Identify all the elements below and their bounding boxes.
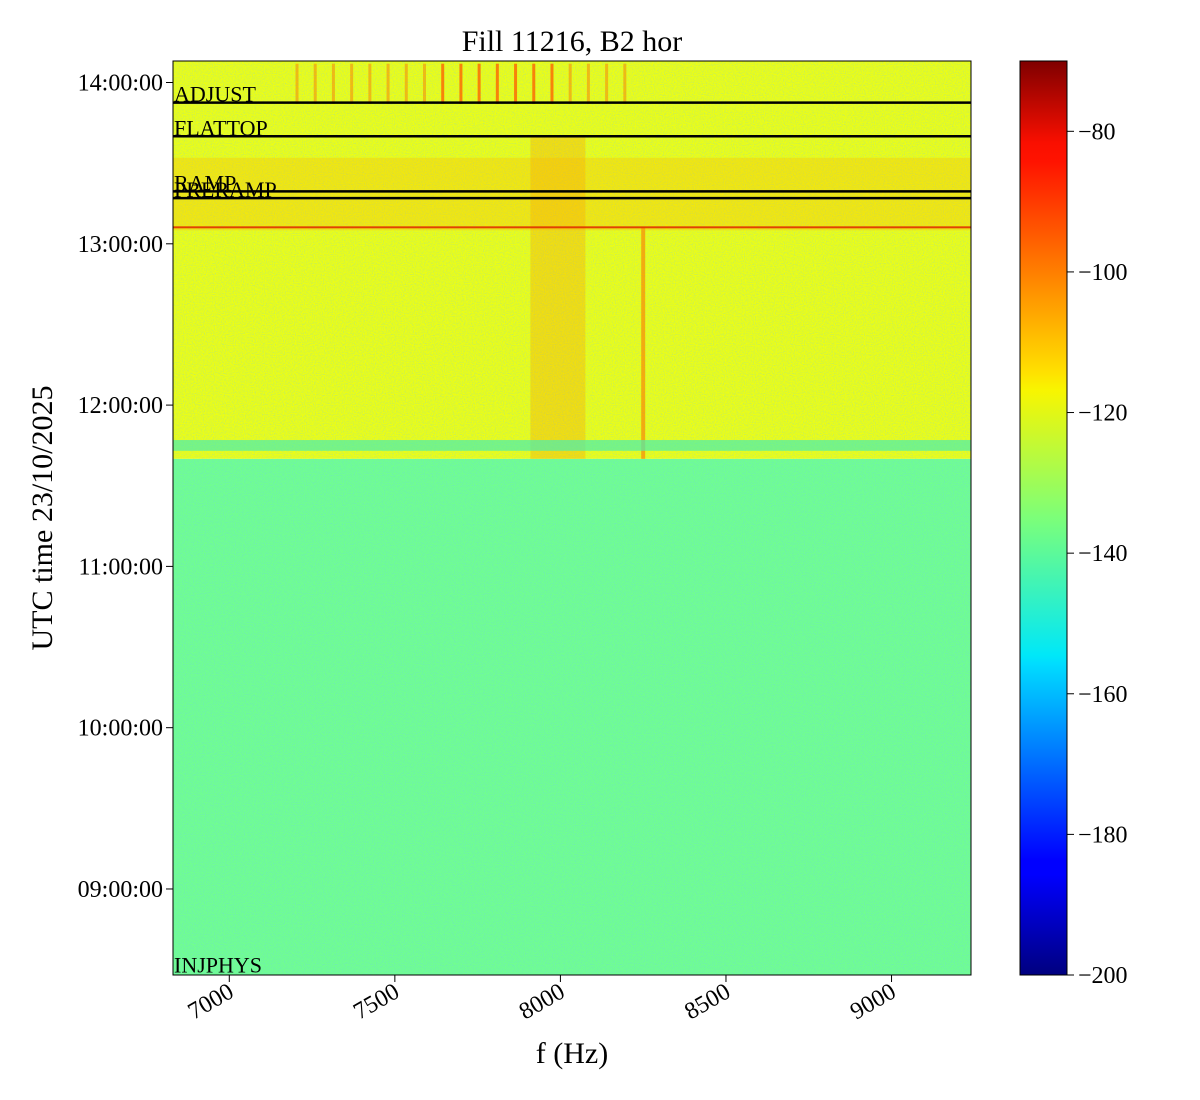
feature-band [530,136,586,459]
plot-frame [172,60,972,976]
colorbar-tick-label: −120 [1078,401,1128,427]
feature-streak [331,63,335,105]
x-axis-label: f (Hz) [536,1037,608,1070]
chart-title: Fill 11216, B2 hor [462,25,683,58]
x-tick-label: 7500 [349,979,404,1026]
feature-streak [568,63,572,105]
colorbar-tick-label: −100 [1078,260,1128,286]
colorbar: −80 −100 −120 −140 −160 −180 −200 [1019,60,1128,989]
beam-mode-label-adjust: ADJUST [174,82,256,107]
feature-streak [605,63,609,105]
colorbar-tick-label: −160 [1078,682,1128,708]
y-tick-label: 09:00:00 [78,877,163,903]
feature-streak [532,63,536,105]
beam-mode-label-preramp: PRERAMP [174,177,277,202]
feature-streak [477,63,481,105]
feature-streak [295,63,299,105]
feature-ramp-band [173,157,971,231]
y-tick-label: 10:00:00 [78,716,163,742]
beam-mode-label-ramp: RAMP [174,170,236,195]
colorbar-tick-label: −140 [1078,541,1128,567]
feature-thin-line [173,226,971,229]
x-tick-label: 8500 [680,979,735,1026]
feature-streak [495,63,499,105]
y-tick-label: 11:00:00 [79,554,163,580]
y-tick-label: 13:00:00 [78,232,163,258]
x-tick-label: 8000 [515,979,570,1026]
beam-mode-label-flattop: FLATTOP [174,115,268,140]
feature-streak [404,63,408,105]
colorbar-tick-label: −200 [1078,963,1128,989]
noise-texture [173,61,971,975]
feature-streak [313,63,317,105]
feature-streak [350,63,354,105]
feature-streak [514,63,518,105]
y-tick-label: 14:00:00 [78,71,163,97]
feature-line [641,227,646,459]
feature-streak [368,63,372,105]
colorbar-tick-label: −180 [1078,822,1128,848]
feature-streak [441,63,445,105]
plot-area [173,61,971,975]
spectral-features [173,63,971,459]
feature-streak [550,63,554,105]
y-axis-label: UTC time 23/10/2025 [26,386,59,651]
colorbar-tick-label: −80 [1078,119,1116,145]
feature-gap-band [173,440,971,451]
x-tick-label: 9000 [846,979,901,1026]
feature-streak [623,63,627,105]
colorbar-gradient [1019,60,1068,976]
feature-streak [422,63,426,105]
feature-streak [386,63,390,105]
feature-streak [586,63,590,105]
feature-streak [459,63,463,105]
y-tick-label: 12:00:00 [78,393,163,419]
x-tick-label: 7000 [184,979,239,1026]
beam-mode-label-injphys: INJPHYS [174,953,262,978]
